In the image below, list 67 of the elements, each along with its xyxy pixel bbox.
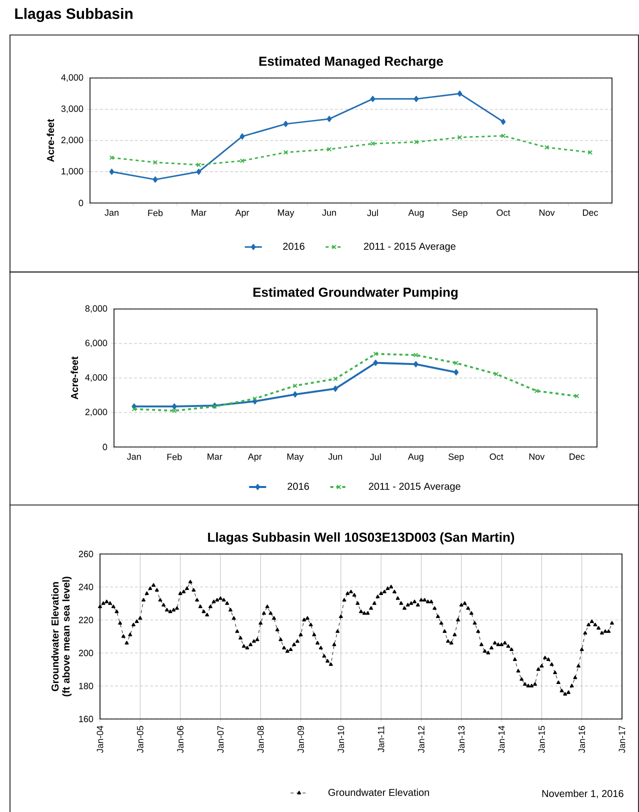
y-axis-title: Acre-feet <box>46 118 54 162</box>
x-tick-label: Jul <box>370 454 381 460</box>
y-tick-label: 0 <box>78 200 84 206</box>
x-tick-label: Aug <box>408 210 424 218</box>
y-tick-label: 4,000 <box>85 374 108 382</box>
x-tick-label: Jan-09 <box>298 726 304 753</box>
x-tick-label: Jan-14 <box>498 726 505 753</box>
x-tick-label: Feb <box>167 454 182 460</box>
x-tick-label: Jan-10 <box>338 726 344 753</box>
y-tick-label: 6,000 <box>85 340 108 348</box>
x-tick-label: Jan <box>127 454 141 460</box>
y-tick-label: 200 <box>78 650 94 656</box>
x-tick-label: Jan-17 <box>618 726 626 753</box>
x-tick-label: Sep <box>452 210 468 218</box>
x-tick-label: Jan-05 <box>136 726 144 753</box>
x-tick-label: Jan-11 <box>378 726 384 752</box>
x-tick-label: Jun <box>322 210 336 216</box>
y-tick-label: 8,000 <box>85 305 108 313</box>
legend-label: 2016 <box>288 482 309 490</box>
x-tick-label: Jan-06 <box>177 726 184 753</box>
y-tick-label: 260 <box>78 550 94 558</box>
x-tick-label: Jun <box>328 454 342 460</box>
x-tick-label: Jan-07 <box>217 726 224 753</box>
y-tick-label: 1,000 <box>62 168 84 176</box>
x-tick-label: Aug <box>408 454 424 462</box>
legend-label: 2016 <box>283 242 304 250</box>
chart-title: Estimated Groundwater Pumping <box>253 287 458 300</box>
x-tick-label: Apr <box>235 210 250 218</box>
x-tick-label: Oct <box>490 454 504 460</box>
x-tick-label: Feb <box>148 210 163 216</box>
legend-label: 2011 - 2015 Average <box>364 242 456 252</box>
x-tick-label: Jan-15 <box>538 726 545 753</box>
text: November 1, 2016 <box>542 790 624 798</box>
x-tick-label: May <box>278 210 294 218</box>
x-tick-label: Jul <box>367 210 378 216</box>
y-tick-label: 0 <box>102 444 108 450</box>
chart-title: Llagas Subbasin Well 10S03E13D003 (San Martin) <box>208 532 514 544</box>
y-tick-label: 2,000 <box>85 408 108 416</box>
x-tick-label: Jan <box>104 210 118 216</box>
text: Llagas Subbasin <box>15 8 132 22</box>
x-tick-label: Jan-16 <box>578 726 586 753</box>
y-tick-label: 220 <box>78 616 94 624</box>
y-axis-title: Acre-feet <box>70 356 78 400</box>
x-tick-label: Oct <box>496 210 510 216</box>
legend-label: 2011 - 2015 Average <box>368 482 460 492</box>
y-tick-label: 180 <box>79 682 94 690</box>
x-tick-label: Dec <box>582 210 598 216</box>
x-tick-label: Jan-13 <box>458 726 465 753</box>
y-tick-label: 4,000 <box>61 74 84 82</box>
x-tick-label: May <box>287 454 304 462</box>
x-tick-label: Mar <box>192 210 206 216</box>
y-tick-label: 240 <box>78 584 94 590</box>
x-tick-label: Nov <box>529 454 545 460</box>
y-axis-title: Groundwater Elevation (ft above mean sea level) <box>51 576 72 696</box>
x-tick-label: Nov <box>539 210 555 216</box>
x-tick-label: Dec <box>570 454 585 460</box>
x-tick-label: Jan-08 <box>257 726 264 753</box>
x-tick-label: Apr <box>248 454 262 462</box>
x-tick-label: Jan-04 <box>96 726 104 753</box>
y-tick-label: 3,000 <box>61 106 84 113</box>
x-tick-label: Jan-12 <box>418 726 424 753</box>
y-tick-label: 160 <box>79 716 94 722</box>
legend-label: Groundwater Elevation <box>328 788 429 796</box>
chart-title: Estimated Managed Recharge <box>259 56 444 68</box>
y-tick-label: 2,000 <box>61 136 84 144</box>
x-tick-label: Sep <box>448 454 464 462</box>
x-tick-label: Mar <box>208 454 222 460</box>
